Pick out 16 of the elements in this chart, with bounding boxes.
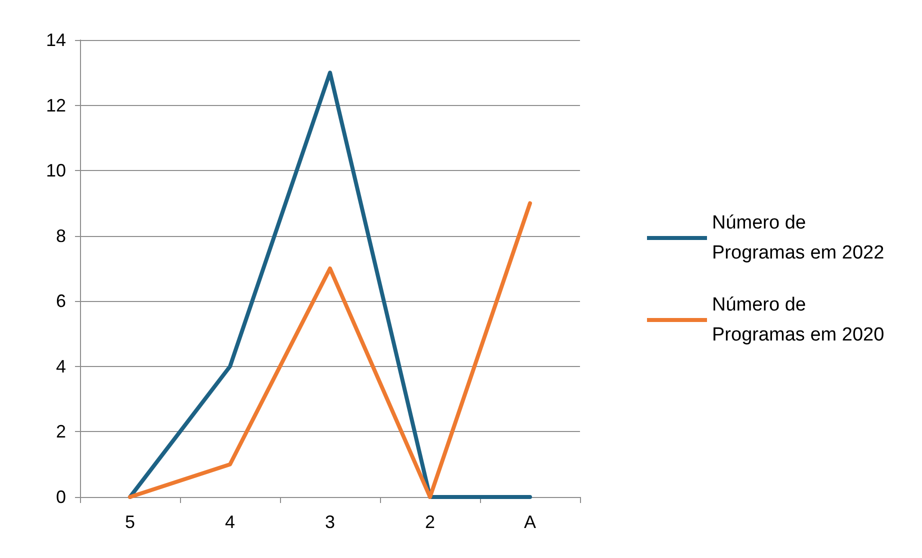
x-tick-label: 5 (124, 512, 136, 532)
y-tick-label: 6 (56, 291, 66, 312)
x-tick-label: 3 (324, 512, 336, 532)
line-series (128, 201, 532, 499)
x-tick-label: A (524, 512, 536, 532)
y-tick-label: 2 (56, 422, 66, 442)
y-tick-label: 8 (56, 226, 66, 246)
y-tick-label: 12 (46, 95, 66, 116)
y-tick-label: 14 (46, 30, 66, 50)
legend-label: Número de Programas em 2020 (712, 294, 884, 346)
legend-label: Número de Programas em 2022 (712, 212, 884, 264)
y-tick-label: 0 (56, 487, 66, 507)
x-tick-label: 2 (424, 512, 436, 532)
y-tick-label: 4 (56, 356, 66, 376)
x-tick-label: 4 (224, 512, 236, 532)
y-tick-label: 10 (46, 160, 66, 181)
